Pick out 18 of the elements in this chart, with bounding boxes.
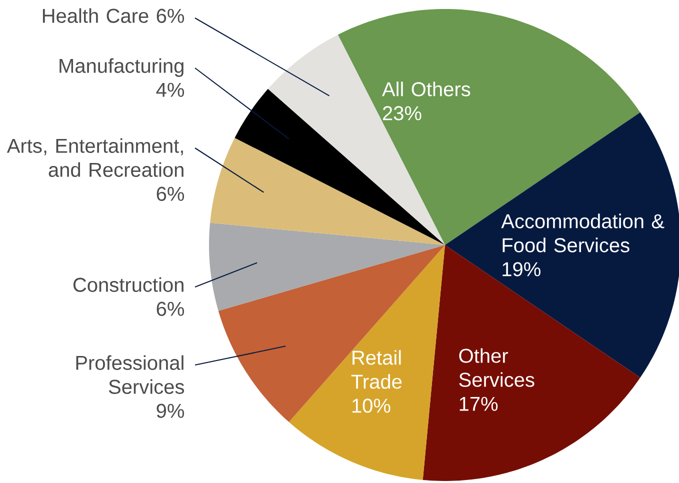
slice-label: Health Care bbox=[42, 8, 148, 23]
data-label: 19% bbox=[502, 262, 540, 276]
data-label: 4% bbox=[156, 82, 184, 97]
data-label: 6% bbox=[156, 186, 184, 201]
slice-label: Professional Services bbox=[76, 355, 184, 394]
data-label: 6% bbox=[156, 8, 184, 23]
data-label: 6% bbox=[156, 302, 184, 316]
slice-label: Other Services bbox=[459, 348, 534, 387]
slice-label: Retail Trade bbox=[351, 350, 402, 389]
data-label: 9% bbox=[156, 404, 184, 418]
slice-label: Arts, Entertainment, and Recreation bbox=[6, 138, 184, 177]
slice-label: Accommodation & Food Services bbox=[501, 214, 664, 252]
slice-label: All Others bbox=[382, 82, 470, 96]
data-label: 23% bbox=[382, 106, 422, 120]
slice-label: Construction bbox=[73, 277, 184, 292]
data-label: 17% bbox=[460, 396, 498, 411]
slice-label: Manufacturing bbox=[60, 58, 184, 77]
data-label: 10% bbox=[352, 398, 390, 413]
